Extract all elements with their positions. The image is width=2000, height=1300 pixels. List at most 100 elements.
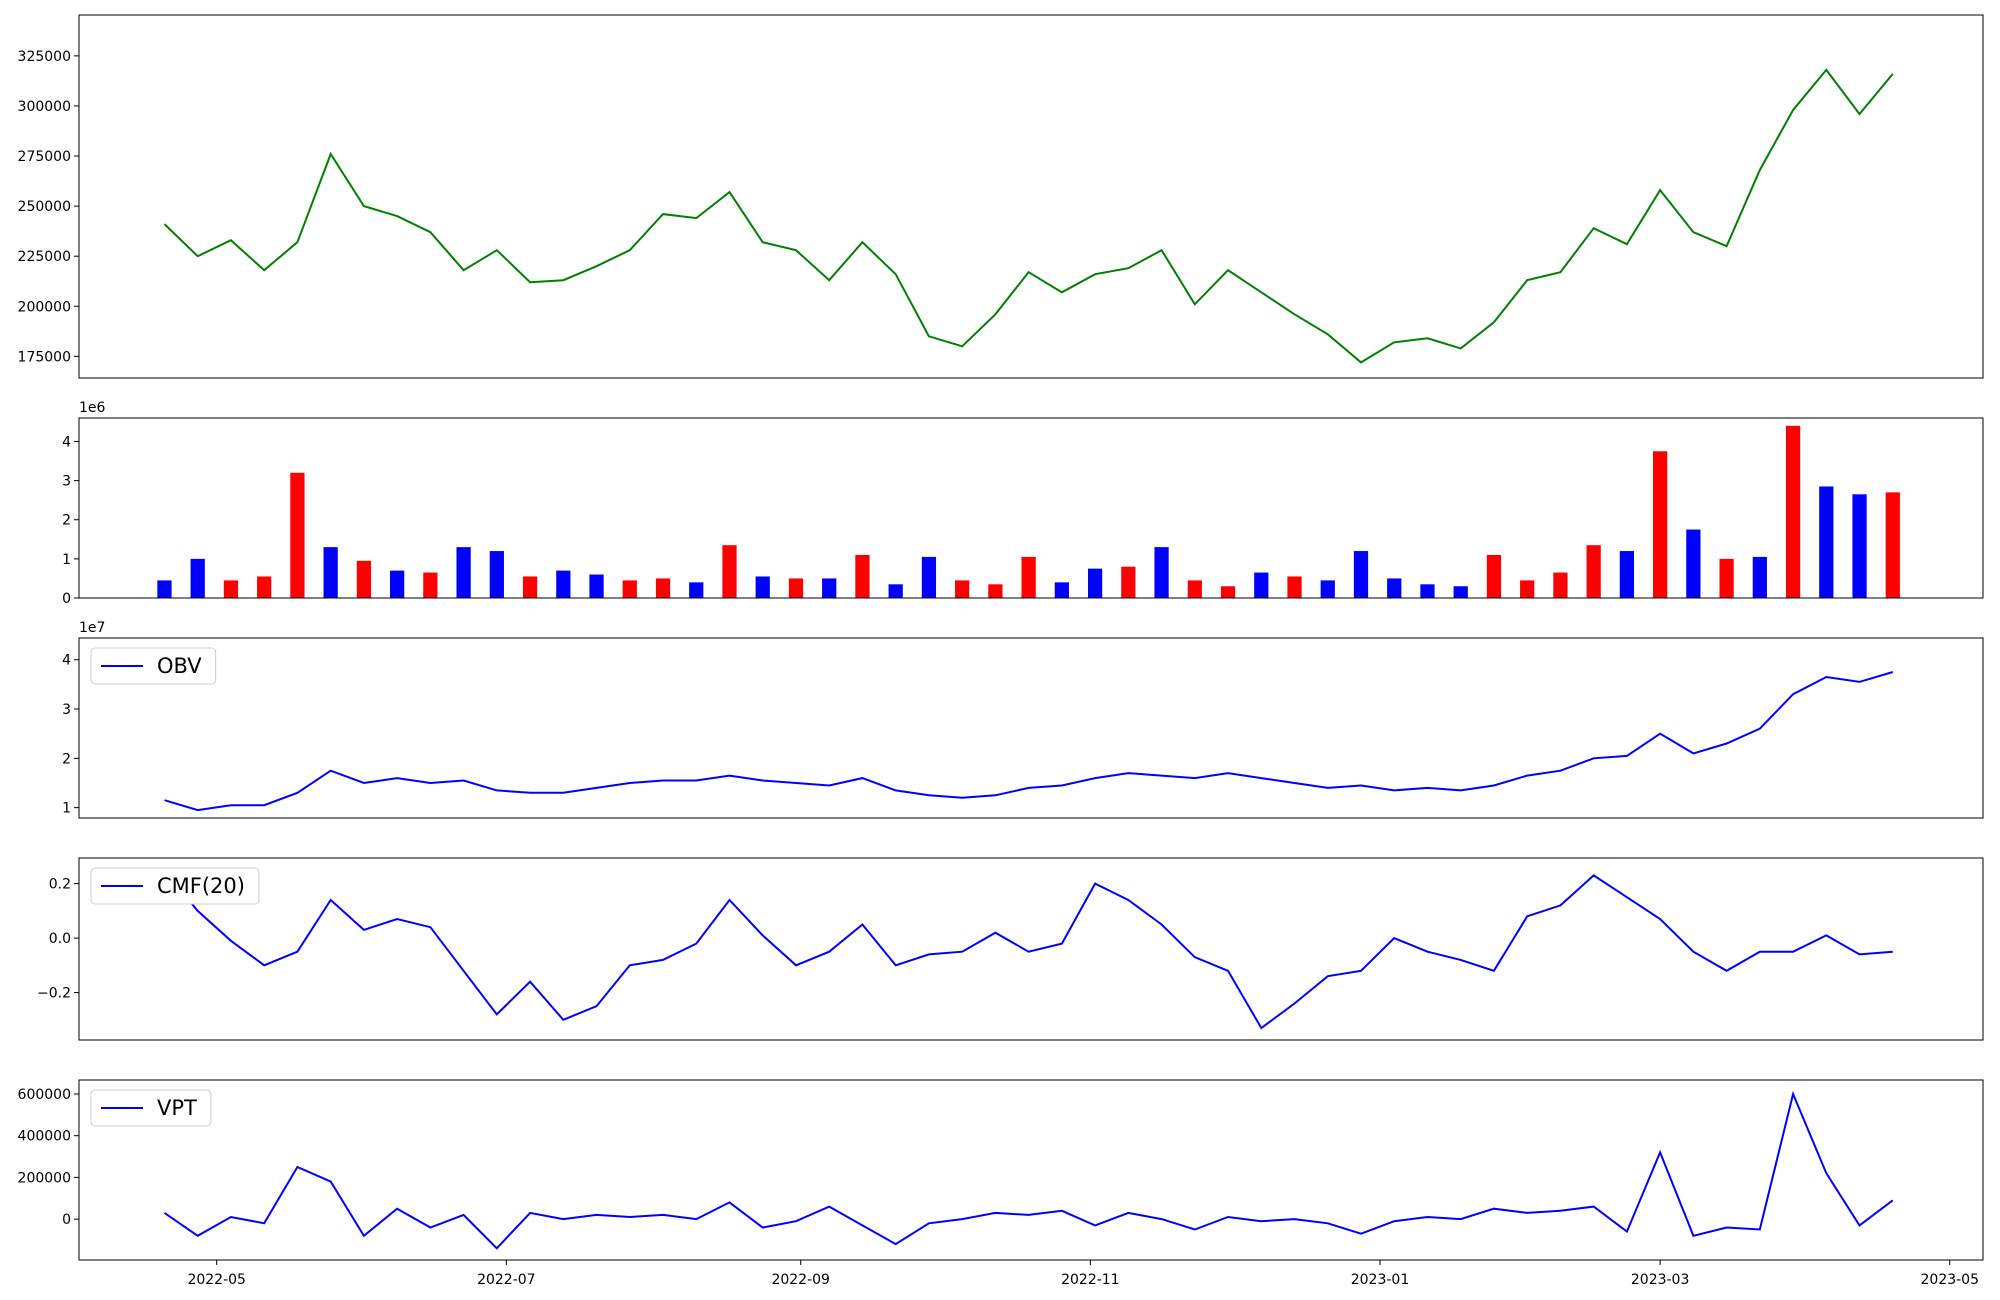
x-tick-label: 2023-05 (1921, 1272, 1980, 1288)
bar (257, 576, 272, 598)
y-tick-label: 2 (62, 513, 71, 529)
axes-frame (78, 417, 1984, 599)
legend-label: VPT (157, 1096, 197, 1120)
bar (390, 570, 405, 598)
bar (1453, 586, 1468, 598)
bar (223, 580, 239, 598)
bar (788, 578, 804, 598)
line (164, 671, 1894, 812)
y-tick-label: 225000 (18, 249, 71, 265)
bar (556, 570, 571, 598)
bar (1121, 566, 1136, 598)
y-tick-label: 0 (62, 1212, 71, 1228)
bar (755, 576, 770, 598)
line (163, 869, 1893, 1030)
legend-label: OBV (157, 654, 202, 678)
bar (622, 580, 637, 598)
y-offset-label: 1e6 (79, 400, 106, 416)
line (163, 68, 1894, 364)
bar (888, 584, 903, 598)
axes-frame (78, 14, 1984, 379)
y-tick-label: 200000 (18, 299, 71, 315)
bar (456, 547, 471, 598)
bar (1719, 558, 1734, 598)
bar (1553, 572, 1568, 598)
y-tick-label: 250000 (18, 199, 71, 215)
bar (1520, 580, 1535, 598)
y-tick-label: 275000 (18, 149, 71, 165)
y-tick-label: 1 (62, 552, 71, 568)
bar (157, 580, 172, 598)
bar (689, 582, 704, 598)
bar (1287, 576, 1302, 598)
bar (921, 556, 937, 598)
bar (522, 576, 538, 598)
y-tick-label: 4 (62, 434, 71, 450)
y-tick-label: 600000 (18, 1087, 71, 1103)
bar (489, 551, 504, 598)
y-tick-label: 3 (62, 474, 71, 490)
bar (1852, 494, 1867, 598)
bar (1785, 425, 1801, 598)
bar (1054, 582, 1069, 598)
y-tick-label: 175000 (18, 349, 71, 365)
bar (1154, 547, 1169, 598)
y-tick-label: 2 (62, 751, 71, 767)
bar (955, 580, 970, 598)
y-tick-label: 4 (62, 653, 71, 669)
x-tick-label: 2022-07 (477, 1272, 536, 1288)
y-tick-label: 0 (62, 591, 71, 607)
axes-frame (78, 1079, 1984, 1261)
bar (1353, 551, 1369, 598)
bar (1254, 572, 1269, 598)
y-tick-label: 325000 (18, 49, 71, 65)
y-tick-label: 200000 (18, 1170, 71, 1186)
bar (190, 558, 205, 598)
bar (988, 584, 1003, 598)
axes-frame (78, 637, 1984, 819)
bar (1619, 551, 1635, 598)
y-tick-label: 0.2 (49, 877, 71, 893)
x-tick-label: 2022-09 (771, 1272, 830, 1288)
axes-frame (78, 857, 1984, 1041)
y-tick-label: 3 (62, 702, 71, 718)
bar (1087, 568, 1103, 598)
bar (1752, 556, 1767, 598)
bar (1686, 529, 1701, 598)
legend-label: CMF(20) (157, 874, 245, 898)
bar (722, 545, 737, 598)
bar (290, 472, 305, 598)
y-offset-label: 1e7 (79, 620, 105, 636)
x-tick-label: 2023-01 (1351, 1272, 1410, 1288)
bar (1420, 584, 1435, 598)
y-tick-label: 0.0 (49, 931, 71, 947)
bar (1819, 486, 1834, 598)
bar (589, 574, 604, 598)
legend-box (90, 647, 217, 685)
x-tick-label: 2022-05 (187, 1272, 246, 1288)
x-tick-label: 2023-03 (1631, 1272, 1690, 1288)
bar (1320, 580, 1335, 598)
bar (1885, 492, 1900, 598)
y-tick-label: 400000 (18, 1129, 71, 1145)
x-tick-label: 2022-11 (1061, 1272, 1120, 1288)
bar (1387, 578, 1402, 598)
line (163, 1090, 1894, 1250)
bar (1187, 580, 1202, 598)
bar (1586, 545, 1601, 598)
y-tick-label: −0.2 (37, 986, 71, 1002)
legend-box (90, 1089, 212, 1127)
bar (323, 547, 338, 598)
bar (855, 554, 870, 598)
bar (1220, 586, 1236, 598)
bar (1653, 451, 1668, 598)
legend-box (90, 867, 260, 905)
bar (822, 578, 837, 598)
bar (1486, 554, 1502, 598)
y-tick-label: 300000 (18, 99, 71, 115)
bar (423, 572, 438, 598)
bar (655, 578, 671, 598)
bar (356, 560, 372, 598)
